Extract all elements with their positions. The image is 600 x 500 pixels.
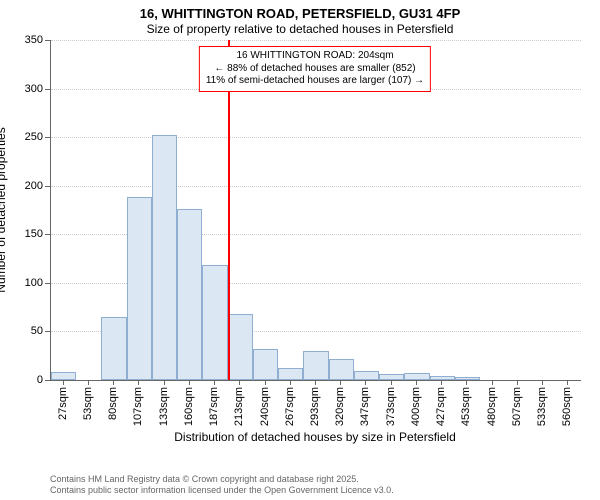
x-tick (340, 380, 341, 385)
x-tick-label: 320sqm (334, 387, 346, 426)
histogram-bar (228, 314, 253, 380)
x-tick-label: 160sqm (183, 387, 195, 426)
y-axis-label: Number of detached properties (0, 127, 8, 292)
grid-line (51, 137, 581, 138)
footer-attribution: Contains HM Land Registry data © Crown c… (50, 474, 394, 496)
x-tick (315, 380, 316, 385)
footer-line-2: Contains public sector information licen… (50, 485, 394, 496)
x-tick (441, 380, 442, 385)
y-tick-label: 200 (15, 180, 43, 192)
histogram-bar (329, 359, 354, 380)
x-tick (542, 380, 543, 385)
y-tick-label: 150 (15, 228, 43, 240)
x-tick-label: 293sqm (309, 387, 321, 426)
x-tick-label: 347sqm (359, 387, 371, 426)
histogram-bar (278, 368, 303, 380)
y-tick-label: 0 (15, 374, 43, 386)
x-tick-label: 80sqm (107, 387, 119, 420)
x-tick-label: 133sqm (158, 387, 170, 426)
x-tick-label: 507sqm (511, 387, 523, 426)
y-tick (45, 89, 50, 90)
x-tick (214, 380, 215, 385)
x-tick-label: 187sqm (208, 387, 220, 426)
x-tick-label: 27sqm (57, 387, 69, 420)
histogram-bar (202, 265, 227, 380)
x-tick (567, 380, 568, 385)
x-tick (391, 380, 392, 385)
x-tick-label: 373sqm (385, 387, 397, 426)
x-tick-label: 107sqm (132, 387, 144, 426)
x-tick (63, 380, 64, 385)
histogram-bar (177, 209, 202, 380)
y-tick (45, 137, 50, 138)
grid-line (51, 40, 581, 41)
chart-container: 16, WHITTINGTON ROAD, PETERSFIELD, GU31 … (0, 0, 600, 500)
x-tick (164, 380, 165, 385)
x-tick (290, 380, 291, 385)
histogram-bar (303, 351, 328, 380)
x-tick (492, 380, 493, 385)
y-tick (45, 40, 50, 41)
histogram-bar (152, 135, 177, 380)
y-tick (45, 331, 50, 332)
x-tick (189, 380, 190, 385)
y-tick (45, 186, 50, 187)
y-tick-label: 250 (15, 131, 43, 143)
x-tick (88, 380, 89, 385)
histogram-bar (379, 374, 404, 380)
y-tick (45, 283, 50, 284)
histogram-bar (51, 372, 76, 380)
x-tick-label: 427sqm (435, 387, 447, 426)
histogram-bar (404, 373, 429, 380)
y-tick-label: 50 (15, 325, 43, 337)
x-tick-label: 213sqm (233, 387, 245, 426)
footer-line-1: Contains HM Land Registry data © Crown c… (50, 474, 394, 485)
x-tick (239, 380, 240, 385)
x-tick (138, 380, 139, 385)
x-tick-label: 560sqm (561, 387, 573, 426)
x-tick-label: 480sqm (486, 387, 498, 426)
x-tick-label: 267sqm (284, 387, 296, 426)
x-tick-label: 53sqm (82, 387, 94, 420)
chart-area: Number of detached properties Distributi… (50, 40, 580, 380)
y-tick-label: 300 (15, 83, 43, 95)
x-tick-label: 400sqm (410, 387, 422, 426)
x-tick-label: 453sqm (460, 387, 472, 426)
y-tick (45, 380, 50, 381)
x-tick (265, 380, 266, 385)
x-tick (517, 380, 518, 385)
histogram-bar (101, 317, 126, 380)
y-tick-label: 350 (15, 34, 43, 46)
annotation-line-1: 16 WHITTINGTON ROAD: 204sqm (206, 50, 424, 63)
x-tick (365, 380, 366, 385)
grid-line (51, 186, 581, 187)
y-tick (45, 234, 50, 235)
page-title: 16, WHITTINGTON ROAD, PETERSFIELD, GU31 … (0, 0, 600, 22)
x-axis-label: Distribution of detached houses by size … (174, 430, 456, 444)
x-tick (416, 380, 417, 385)
histogram-bar (354, 371, 379, 380)
y-tick-label: 100 (15, 277, 43, 289)
annotation-line-2: ← 88% of detached houses are smaller (85… (206, 63, 424, 76)
annotation-line-3: 11% of semi-detached houses are larger (… (206, 75, 424, 88)
x-tick (113, 380, 114, 385)
x-tick (466, 380, 467, 385)
page-subtitle: Size of property relative to detached ho… (0, 22, 600, 36)
x-tick-label: 533sqm (536, 387, 548, 426)
histogram-bar (127, 197, 152, 380)
x-tick-label: 240sqm (259, 387, 271, 426)
annotation-box: 16 WHITTINGTON ROAD: 204sqm ← 88% of det… (199, 46, 431, 92)
histogram-bar (253, 349, 278, 380)
